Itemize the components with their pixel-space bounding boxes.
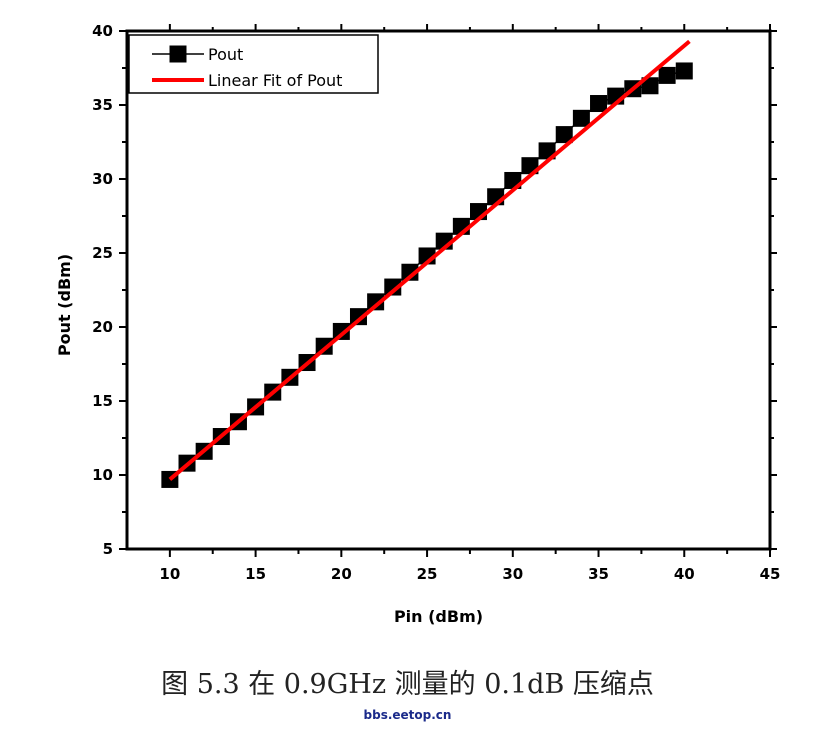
legend-box (128, 34, 379, 94)
pout-data-point (401, 263, 419, 281)
y-tick-label: 25 (92, 244, 113, 262)
pout-data-point (367, 293, 385, 311)
y-axis-title: Pout (dBm) (55, 254, 74, 356)
legend-label-pout: Pout (208, 45, 243, 64)
legend-pout-marker (169, 45, 187, 63)
y-tick-label: 10 (92, 466, 113, 484)
x-tick-label: 35 (588, 565, 609, 583)
x-tick-label: 45 (760, 565, 781, 583)
pout-data-point (555, 126, 573, 144)
pout-data-point (590, 95, 608, 113)
figure-caption: 图 5.3 在 0.9GHz 测量的 0.1dB 压缩点 (161, 669, 654, 700)
pout-data-point (572, 109, 590, 127)
linear-fit-line (168, 39, 691, 481)
chart: 10 15 20 25 30 35 40 45 5 10 15 20 25 30 35 40 Pin (dBm)… (55, 22, 781, 626)
pout-data-point (641, 77, 659, 95)
x-tick-label: 30 (502, 565, 523, 583)
watermark: bbs.eetop.cn (363, 708, 452, 722)
plot-frame (125, 29, 772, 551)
y-tick-label: 15 (92, 392, 113, 410)
pout-series-line (169, 70, 685, 480)
pout-data-point (658, 66, 676, 84)
y-tick-label: 30 (92, 170, 113, 188)
pout-data-point (349, 308, 367, 326)
legend-label-fit: Linear Fit of Pout (208, 71, 342, 90)
x-tick-label: 20 (331, 565, 352, 583)
x-tick-label: 10 (159, 565, 180, 583)
y-tick-label: 35 (92, 96, 113, 114)
x-axis-title: Pin (dBm) (394, 607, 483, 626)
x-tick-label: 15 (245, 565, 266, 583)
pout-data-point (384, 278, 402, 296)
y-tick-label: 20 (92, 318, 113, 336)
pout-data-point (332, 322, 350, 340)
pout-data-point (538, 142, 556, 160)
x-tick-label: 40 (674, 565, 695, 583)
x-tick-label: 25 (417, 565, 438, 583)
y-tick-label: 40 (92, 22, 113, 40)
pout-data-point (675, 62, 693, 80)
y-tick-label: 5 (103, 540, 113, 558)
